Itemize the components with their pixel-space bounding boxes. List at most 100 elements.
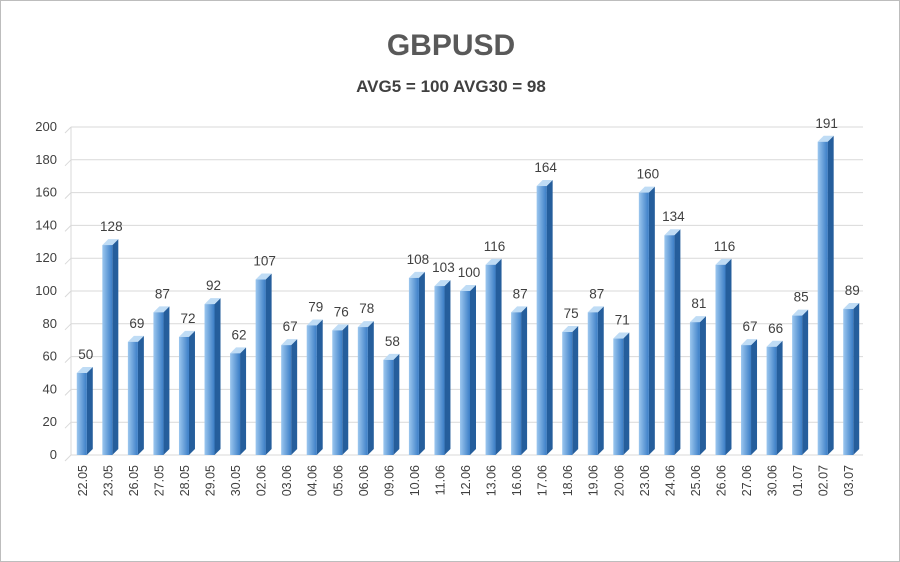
x-tick-label: 23.05 [101, 465, 115, 496]
bar-group [434, 280, 451, 455]
bar-top [511, 306, 528, 313]
bar-side [86, 367, 93, 455]
data-label: 62 [232, 327, 247, 342]
x-tick-label: 11.06 [433, 465, 447, 495]
bar-group [536, 180, 553, 456]
y-tick-label: 120 [35, 250, 57, 265]
x-tick-label: 28.05 [178, 465, 192, 496]
x-tick-label: 05.06 [331, 465, 345, 496]
bar-group [255, 273, 272, 455]
x-tick-label: 17.06 [536, 465, 550, 496]
bar-side [188, 330, 195, 455]
bar-side [444, 280, 451, 455]
x-tick-label: 04.06 [306, 465, 320, 496]
x-tick-label: 19.06 [587, 465, 601, 496]
data-label: 87 [513, 286, 528, 301]
bar-side [725, 258, 732, 455]
bar [76, 373, 87, 455]
bar-top [843, 303, 860, 310]
x-tick-label: 16.06 [510, 465, 524, 496]
bar-top [383, 353, 400, 360]
bar [281, 345, 292, 455]
bar-side [623, 332, 630, 455]
bar-side [240, 347, 247, 455]
bar-group [741, 339, 758, 455]
bar-side [418, 271, 425, 455]
bar-group [613, 332, 630, 455]
bar-group [383, 353, 400, 455]
x-tick-label: 25.06 [689, 465, 703, 496]
data-label: 78 [359, 301, 374, 316]
data-label: 164 [534, 160, 557, 175]
bar [460, 291, 470, 455]
bar [741, 345, 752, 455]
bar-side [137, 335, 144, 455]
x-tick-label: 03.07 [842, 465, 856, 496]
bar-top [306, 319, 323, 326]
data-label: 75 [564, 306, 579, 321]
bar [178, 336, 189, 455]
chart-subtitle: AVG5 = 100 AVG30 = 98 [356, 77, 546, 96]
x-axis: 22.05 23.05 26.05 27.05 28.05 29.05 30.05 02.06… [76, 465, 856, 496]
bar [153, 312, 164, 455]
y-tick-label: 0 [50, 447, 57, 462]
bar-top [127, 335, 144, 342]
bar-side [674, 229, 681, 455]
bar [511, 312, 522, 455]
x-tick-label: 18.06 [561, 465, 575, 496]
bar-side [214, 298, 221, 455]
data-label: 85 [794, 290, 809, 305]
gridline-depth [64, 159, 72, 167]
bar-group [715, 258, 732, 455]
bar [408, 277, 419, 455]
bar [306, 325, 317, 455]
y-tick-label: 200 [35, 119, 57, 134]
data-label: 50 [78, 347, 93, 362]
data-label: 116 [484, 239, 506, 254]
bar-top [153, 306, 170, 313]
bar-top [255, 273, 272, 280]
bar [587, 312, 598, 455]
bar-side [495, 258, 502, 455]
y-tick-label: 60 [43, 349, 57, 364]
bar-top [460, 285, 476, 291]
bar-side [699, 316, 706, 455]
bar [255, 279, 266, 455]
bar [230, 353, 241, 455]
bar [102, 245, 113, 455]
bar-top [562, 326, 579, 332]
bar-top [817, 135, 834, 142]
bar-group [178, 330, 195, 455]
x-tick-label: 27.05 [152, 465, 166, 496]
bar-top [792, 309, 809, 316]
y-tick-label: 160 [35, 185, 57, 200]
bar-top [434, 280, 451, 287]
x-tick-label: 02.07 [817, 465, 831, 496]
bar [357, 327, 368, 455]
gridline-depth [64, 323, 72, 331]
bar [689, 322, 700, 455]
y-tick-label: 140 [35, 217, 57, 232]
data-label: 69 [129, 316, 144, 331]
data-label: 92 [206, 278, 221, 293]
x-tick-label: 29.05 [204, 465, 218, 496]
bar-side [342, 324, 349, 455]
bar-group [102, 239, 119, 455]
bar-group [587, 306, 604, 455]
bar-group [306, 319, 323, 455]
bar-side [827, 135, 834, 455]
data-label: 58 [385, 334, 400, 349]
bar-group [127, 335, 144, 455]
data-label: 87 [155, 286, 170, 301]
x-tick-label: 30.06 [766, 465, 780, 496]
data-label: 100 [458, 265, 481, 280]
bar [664, 235, 675, 455]
bar-group [638, 186, 655, 455]
bar-group [230, 347, 247, 455]
data-label: 67 [283, 319, 298, 334]
x-tick-label: 13.06 [485, 465, 499, 496]
data-label: 67 [743, 319, 758, 334]
data-label: 108 [407, 252, 430, 267]
data-label: 72 [180, 311, 195, 326]
gridline-depth [64, 421, 72, 429]
